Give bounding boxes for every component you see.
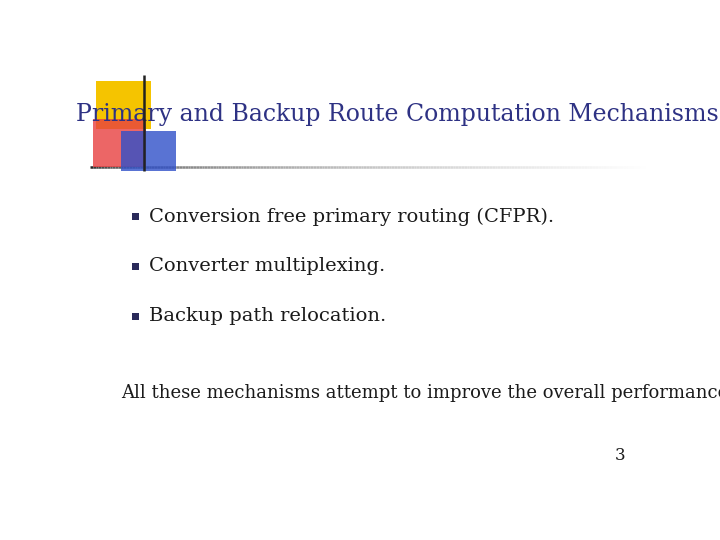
Bar xyxy=(132,263,139,270)
Text: 3: 3 xyxy=(615,447,626,464)
Text: All these mechanisms attempt to improve the overall performance of the network.: All these mechanisms attempt to improve … xyxy=(121,384,720,402)
Text: Conversion free primary routing (CFPR).: Conversion free primary routing (CFPR). xyxy=(148,207,554,226)
Text: Converter multiplexing.: Converter multiplexing. xyxy=(148,258,385,275)
Bar xyxy=(132,313,139,320)
Text: Primary and Backup Route Computation Mechanisms: Primary and Backup Route Computation Mec… xyxy=(76,103,719,126)
Bar xyxy=(121,131,176,171)
Text: Backup path relocation.: Backup path relocation. xyxy=(148,307,386,326)
Bar xyxy=(96,82,151,129)
Bar xyxy=(93,119,145,167)
Bar xyxy=(132,213,139,220)
